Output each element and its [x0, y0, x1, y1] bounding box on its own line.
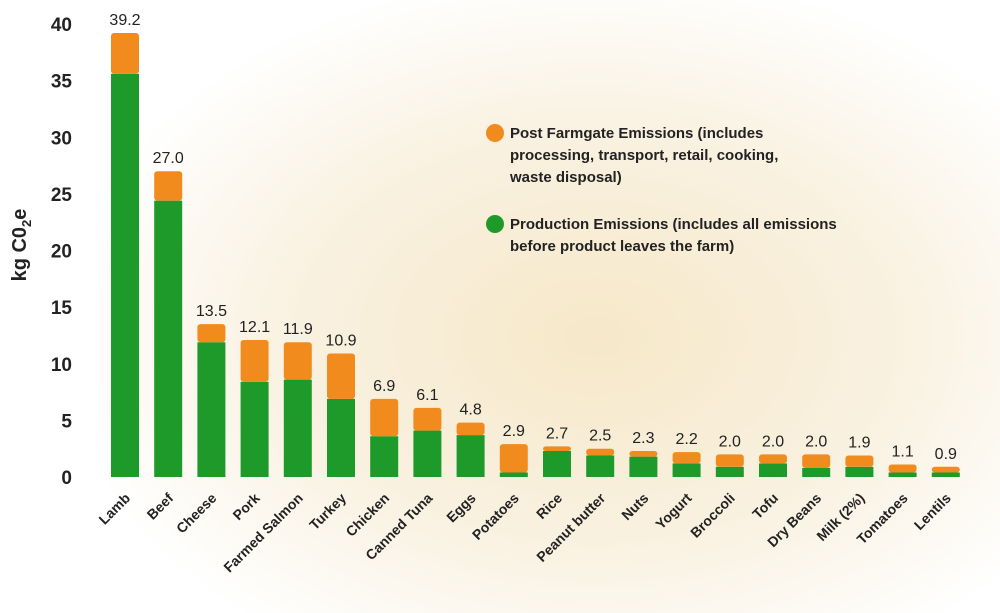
bar-production-segment	[370, 436, 399, 477]
y-tick-label: 30	[51, 128, 72, 149]
bar-total-label: 4.8	[459, 402, 481, 419]
legend-entry-line: processing, transport, retail, cooking,	[510, 147, 778, 164]
bar-total-label: 2.0	[805, 433, 827, 450]
bar-total-label: 6.1	[416, 387, 438, 404]
bar-post-farmgate-segment	[931, 466, 960, 473]
bar-total-label: 1.1	[891, 444, 913, 461]
bar-post-farmgate-segment	[543, 446, 571, 451]
bar-total-label: 13.5	[196, 303, 227, 320]
bar-total-label: 2.0	[762, 433, 784, 450]
y-tick-label: 0	[61, 468, 72, 489]
y-tick-label: 10	[51, 355, 72, 376]
bar-production-segment	[931, 472, 960, 477]
bar-production-segment	[586, 455, 615, 477]
legend-entry-line: Post Farmgate Emissions (includes	[510, 125, 763, 142]
bar-total-label: 2.3	[632, 430, 654, 447]
y-tick-label: 15	[51, 298, 73, 319]
y-tick-label: 35	[51, 72, 73, 93]
bar-total-label: 2.0	[719, 433, 741, 450]
y-axis-label: kg C02e	[9, 209, 34, 282]
legend: Post Farmgate Emissions (includes process…	[486, 124, 837, 255]
bar-total-label: 1.9	[848, 434, 870, 451]
chart-background	[100, 0, 1000, 613]
y-axis: 0 5 10 15 20 25 30 35 40	[51, 15, 73, 489]
bar-post-farmgate-segment	[240, 339, 269, 382]
bar-post-farmgate-segment	[154, 171, 183, 201]
bar-total-label: 39.2	[109, 12, 140, 29]
bar-production-segment	[845, 466, 874, 477]
bar-production-segment	[456, 435, 485, 477]
bar-production-segment	[499, 472, 528, 477]
legend-entry-line: Production Emissions (includes all emiss…	[510, 216, 837, 233]
value-labels: 39.2 27.0 13.5 12.1 11.9 10.9 6.9 6.1 4.8 2.9 2.7 2…	[109, 12, 957, 463]
bar-post-farmgate-segment	[456, 422, 485, 436]
bar-total-label: 2.2	[675, 431, 697, 448]
bar-production-segment	[672, 463, 701, 477]
bar-production-segment	[327, 398, 355, 477]
bar-total-label: 27.0	[153, 150, 184, 167]
bar-post-farmgate-segment	[629, 450, 658, 457]
bar-production-segment	[629, 456, 658, 477]
bar-post-farmgate-segment	[197, 324, 226, 343]
bar-total-label: 2.5	[589, 428, 611, 445]
bar-production-segment	[413, 430, 442, 477]
bar-post-farmgate-segment	[888, 464, 917, 473]
bar-production-segment	[240, 381, 269, 477]
bar-production-segment	[197, 342, 226, 477]
bar-total-label: 10.9	[325, 333, 356, 350]
bar-total-label: 6.9	[373, 378, 395, 395]
y-tick-label: 25	[51, 185, 73, 206]
bar-production-segment	[802, 467, 831, 477]
bar-post-farmgate-segment	[499, 444, 528, 473]
bar-production-segment	[759, 463, 787, 477]
bar-post-farmgate-segment	[413, 407, 442, 431]
bar-production-segment	[715, 466, 744, 477]
bar-production-segment	[888, 472, 917, 477]
bar-post-farmgate-segment	[715, 454, 744, 467]
bar-production-segment	[283, 379, 312, 477]
legend-entry-line: before product leaves the farm)	[510, 238, 734, 255]
bar-production-segment	[154, 200, 183, 478]
bar-post-farmgate-segment	[327, 353, 355, 399]
y-tick-label: 5	[61, 411, 72, 432]
bar-production-segment	[111, 73, 139, 477]
bar-total-label: 2.7	[546, 425, 568, 442]
y-tick-label: 40	[51, 15, 72, 36]
bar-production-segment	[543, 450, 571, 477]
bars	[111, 33, 960, 478]
bar-post-farmgate-segment	[283, 342, 312, 380]
bar-total-label: 2.9	[503, 423, 525, 440]
bar-post-farmgate-segment	[759, 454, 787, 464]
bar-total-label: 12.1	[239, 319, 270, 336]
legend-post-farmgate-swatch	[486, 124, 504, 142]
bar-total-label: 11.9	[283, 321, 313, 338]
bar-post-farmgate-segment	[672, 452, 701, 464]
bar-post-farmgate-segment	[586, 448, 615, 456]
legend-entry-line: waste disposal)	[509, 169, 622, 186]
bar-post-farmgate-segment	[802, 454, 831, 468]
bar-post-farmgate-segment	[370, 398, 399, 437]
bar-post-farmgate-segment	[111, 33, 139, 74]
bar-total-label: 0.9	[935, 446, 957, 463]
bar-post-farmgate-segment	[845, 455, 874, 467]
legend-production-swatch	[486, 215, 504, 233]
y-tick-label: 20	[51, 242, 72, 263]
